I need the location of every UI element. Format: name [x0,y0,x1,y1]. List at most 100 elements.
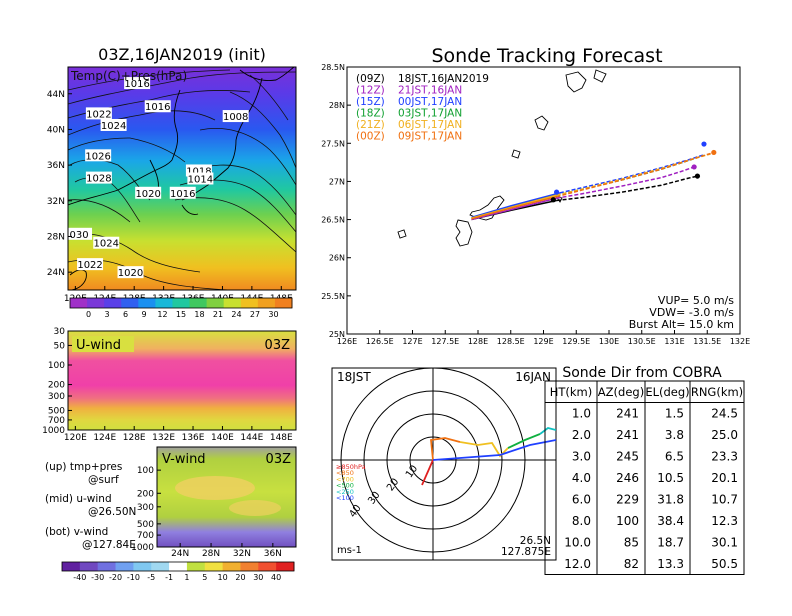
forecast-legend: (09Z) 18JST,16JAN2019 (12Z) 21JST,16JAN (15Z… [356,73,489,143]
forecast-x-tick-label: 128.5E [497,337,525,346]
isobar-label: 1016 [170,189,195,200]
vwind-label: V-wind [162,452,206,467]
coastlines [68,67,295,290]
map-y-tick-label: 28N [47,232,65,242]
legend-mid: (mid) u-wind [45,493,112,505]
forecast-y-tick-label: 25.5N [321,292,345,301]
sonde-table-cell: 3.0 [572,450,591,464]
vwind-x-tick-label: 32N [233,549,251,559]
uwind-time: 03Z [265,338,291,353]
uwind-y-tick-label: 1000 [42,426,65,436]
vwind-x-tick-label: 24N [171,549,189,559]
forecast-legend-time: 21JST,16JAN [398,85,462,97]
isobar-label-box [66,227,93,240]
forecast-y-tick-label: 27N [329,177,345,186]
vwind-y-tick-label: 200 [137,489,154,499]
colorbar-tick-label: 0 [86,310,91,319]
map-isobar-labels: 1016101610221024102610281008101810141020… [66,77,249,279]
wind-colorbar-tick-label: 30 [253,573,263,582]
uwind-x-tick-label: 144E [240,433,263,443]
colorbar-tick-label: 15 [176,310,186,319]
uwind-y-tick-label: 50 [54,341,66,351]
colorbar-tick-label: 24 [231,310,241,319]
forecast-end-point [691,164,697,170]
polar-level-label: <100 [336,494,354,502]
colorbar-swatch [87,298,105,308]
forecast-x-tick-label: 129E [533,337,553,346]
isobar-label: 1018 [186,166,211,177]
colorbar-tick-label: 18 [194,310,204,319]
wind-colorbar: -40 -30 -20 -10 -5 -1 1 5 10 20 30 40 [61,561,295,582]
wind-colorbar-tick-label: -30 [91,573,104,582]
sonde-table-cell: 30.1 [711,536,738,550]
wind-colorbar-tick-label: 1 [184,573,189,582]
colorbar-swatch [121,298,139,308]
forecast-track-dashed [556,166,695,199]
isobar-label: 1016 [124,79,149,90]
isobar-label-box [169,186,196,199]
isobar-label: 1020 [118,268,143,279]
map-y-tick-label: 40N [47,125,65,135]
forecast-track-solid [471,195,557,220]
forecast-x-tick-label: 130E [599,337,619,346]
sonde-table: HT(km) AZ(deg) EL(deg) RNG(km) 1.0 241 1.5 24.5… [544,380,745,575]
isobar-label: 1022 [77,260,102,271]
wind-colorbar-tick-label: -1 [165,573,173,582]
polar-unit: ms-1 [337,545,362,556]
wind-colorbar-swatch [79,562,99,571]
uwind-x-tick-label: 128E [123,433,146,443]
colorbar-swatch [274,298,293,308]
colorbar-tick-label: 21 [213,310,223,319]
uwind-y-tick-label: 500 [48,406,65,416]
forecast-x-tick-label: 130.5E [628,337,656,346]
vwind-y-tick-label: 1000 [131,543,154,553]
polar-lon: 127.875E [501,546,551,558]
forecast-y-tick-label: 26.5N [321,216,345,225]
map-frame [67,66,297,291]
isobar-label-box [135,186,162,199]
forecast-y-ticks: 28.5N 28N 27.5N 27N 26.5N 26N 25.5N 25N [321,63,351,339]
polar-jst: 18JST [337,370,371,384]
sonde-table-cell: 3.8 [665,428,684,442]
isobar-label-box [85,171,112,184]
param-vdw: VDW= -3.0 m/s [649,306,734,319]
colorbar-tick-label: 6 [123,310,128,319]
sonde-table-cell: 82 [624,557,639,571]
wind-colorbar-swatch [276,562,295,571]
sonde-table-cell: 23.3 [711,450,738,464]
isobar-label-box [187,172,214,185]
forecast-legend-code: (21Z) [356,119,385,131]
wind-colorbar-swatch [222,562,241,571]
vwind-x-ticks: 24N 28N 32N 36N [171,543,282,559]
forecast-track-solid [471,192,561,219]
uwind-x-tick-label: 120E [64,433,87,443]
wind-colorbar-tick-label: -20 [109,573,122,582]
forecast-legend-code: (18Z) [356,108,385,120]
temperature-colorbar: 0 3 6 9 12 15 18 21 24 27 30 [69,297,293,319]
forecast-end-point [701,141,707,147]
param-burst: Burst Alt= 15.0 km [629,318,734,331]
sonde-table-cell: 1.0 [572,407,591,421]
wind-colorbar-tick-label: 20 [235,573,245,582]
forecast-coastlines [397,69,607,247]
polar-lat: 26.5N [520,535,551,547]
sonde-table-cell: 246 [616,471,639,485]
uwind-x-ticks: 120E 124E 128E 132E 136E 140E 144E 148E [64,426,293,443]
panel-legend: (up) tmp+pres @surf (mid) u-wind @26.50N… [45,461,136,551]
uwind-x-tick-label: 140E [211,433,234,443]
polar-level-label: <500 [336,482,354,490]
wind-colorbar-swatch [258,562,277,571]
forecast-end-point [694,173,701,179]
isobar-label: 1008 [223,112,248,123]
sonde-table-cell: 10.0 [564,536,591,550]
wind-colorbar-swatch [133,562,152,571]
forecast-chart: 126E 126.5E 127E 127.5E 128E 128.5E 129E 129.5E… [321,63,750,346]
forecast-x-tick-label: 132E [730,337,750,346]
isobar-label: 030 [69,230,88,241]
colorbar-tick-label: 3 [104,310,109,319]
sonde-table-cell: 10.7 [711,493,738,507]
vwind-y-tick-label: 300 [137,503,154,513]
